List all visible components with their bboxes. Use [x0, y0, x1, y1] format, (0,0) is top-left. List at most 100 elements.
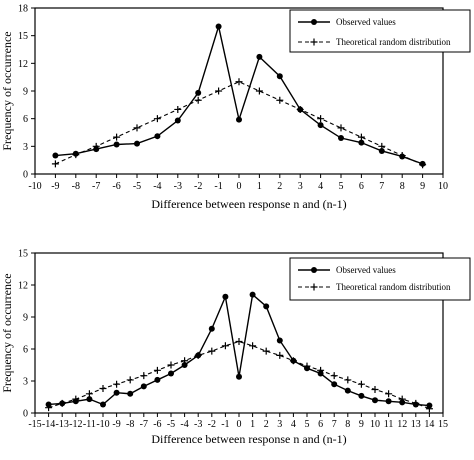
theoretical-point — [58, 399, 66, 407]
observed-point — [263, 303, 270, 310]
y-tick-label: 3 — [23, 142, 28, 153]
observed-point — [372, 397, 378, 404]
theoretical-point — [317, 366, 325, 374]
x-tick-label: -5 — [133, 181, 141, 192]
x-tick-label: 0 — [237, 181, 242, 192]
y-tick-label: 18 — [18, 4, 28, 15]
x-tick-label: -2 — [208, 419, 216, 430]
theoretical-point — [181, 357, 189, 365]
theoretical-point — [167, 361, 175, 369]
observed-point — [344, 387, 351, 394]
theoretical-point — [235, 78, 243, 86]
theoretical-point — [276, 351, 284, 359]
observed-point — [134, 140, 140, 147]
theoretical-point — [174, 105, 182, 113]
theoretical-point — [398, 152, 406, 160]
x-tick-label: -12 — [69, 419, 82, 430]
x-tick-label: 12 — [397, 419, 407, 430]
legend-observed-label: Observed values — [336, 265, 396, 275]
x-tick-label: 13 — [411, 419, 421, 430]
observed-point — [236, 373, 242, 380]
theoretical-point — [303, 362, 311, 370]
theoretical-point — [221, 342, 229, 350]
legend-box — [289, 9, 471, 53]
x-tick-label: 1 — [250, 419, 255, 430]
observed-point — [100, 401, 106, 408]
x-tick-label: -9 — [112, 419, 120, 430]
theoretical-point — [85, 390, 93, 398]
x-tick-label: 9 — [359, 419, 364, 430]
theoretical-point — [126, 376, 134, 384]
observed-point — [86, 396, 93, 403]
x-tick-label: 6 — [318, 419, 323, 430]
theoretical-point — [425, 405, 433, 413]
observed-point — [249, 291, 256, 298]
theoretical-point — [153, 366, 161, 374]
x-tick-label: -14 — [42, 419, 55, 430]
x-tick-label: -8 — [126, 419, 134, 430]
x-tick-label: -8 — [72, 181, 80, 192]
observed-point — [140, 383, 147, 390]
theoretical-point — [215, 87, 223, 95]
x-tick-label: -10 — [96, 419, 109, 430]
legend-theoretical-marker — [310, 283, 318, 291]
observed-point — [168, 370, 174, 377]
x-tick-label: 15 — [438, 419, 448, 430]
observed-point — [222, 293, 229, 300]
x-tick-label: -13 — [56, 419, 69, 430]
x-tick-label: 4 — [291, 419, 296, 430]
theoretical-point — [344, 376, 352, 384]
x-tick-label: 2 — [264, 419, 269, 430]
observed-point — [215, 23, 222, 30]
theoretical-point — [92, 142, 100, 150]
theoretical-point — [385, 390, 393, 398]
x-tick-label: 10 — [370, 419, 380, 430]
y-tick-label: 6 — [23, 114, 28, 125]
x-tick-label: 0 — [237, 419, 242, 430]
x-tick-label: 3 — [277, 419, 282, 430]
x-tick-label: 2 — [277, 181, 282, 192]
x-tick-label: 10 — [438, 181, 448, 192]
x-tick-label: 5 — [339, 181, 344, 192]
x-axis-title: Difference between response n and (n-1) — [151, 432, 346, 446]
observed-point — [331, 381, 338, 388]
theoretical-point — [249, 342, 257, 350]
theoretical-point — [99, 384, 107, 392]
x-tick-label: -10 — [28, 181, 41, 192]
y-tick-label: 9 — [23, 313, 28, 324]
theoretical-point — [72, 395, 80, 403]
y-tick-label: 12 — [18, 59, 28, 70]
x-tick-label: 8 — [400, 181, 405, 192]
theoretical-point — [45, 404, 53, 412]
y-tick-label: 3 — [23, 377, 28, 388]
observed-point — [317, 122, 324, 129]
y-tick-label: 12 — [18, 281, 28, 292]
x-axis-title: Difference between response n and (n-1) — [151, 197, 346, 211]
observed-point — [276, 337, 283, 344]
observed-point — [154, 376, 161, 383]
theoretical-point — [378, 142, 386, 150]
x-tick-label: -6 — [112, 181, 120, 192]
x-tick-label: -3 — [174, 181, 182, 192]
theoretical-point — [317, 115, 325, 123]
observed-point — [276, 73, 283, 80]
theoretical-point — [296, 105, 304, 113]
x-tick-label: 4 — [318, 181, 323, 192]
y-tick-label: 15 — [18, 31, 28, 42]
theoretical-point — [235, 338, 243, 346]
x-tick-label: 7 — [379, 181, 384, 192]
theoretical-point — [194, 351, 202, 359]
theoretical-point — [113, 380, 121, 388]
theoretical-point — [357, 380, 365, 388]
theoretical-point — [289, 357, 297, 365]
observed-point — [52, 152, 59, 159]
legend-theoretical-label: Theoretical random distribution — [336, 282, 451, 292]
x-tick-label: 1 — [257, 181, 262, 192]
x-tick-label: -4 — [180, 419, 188, 430]
x-tick-label: 6 — [359, 181, 364, 192]
y-tick-label: 9 — [23, 87, 28, 98]
legend-observed-label: Observed values — [336, 17, 396, 27]
observed-point — [385, 398, 392, 405]
